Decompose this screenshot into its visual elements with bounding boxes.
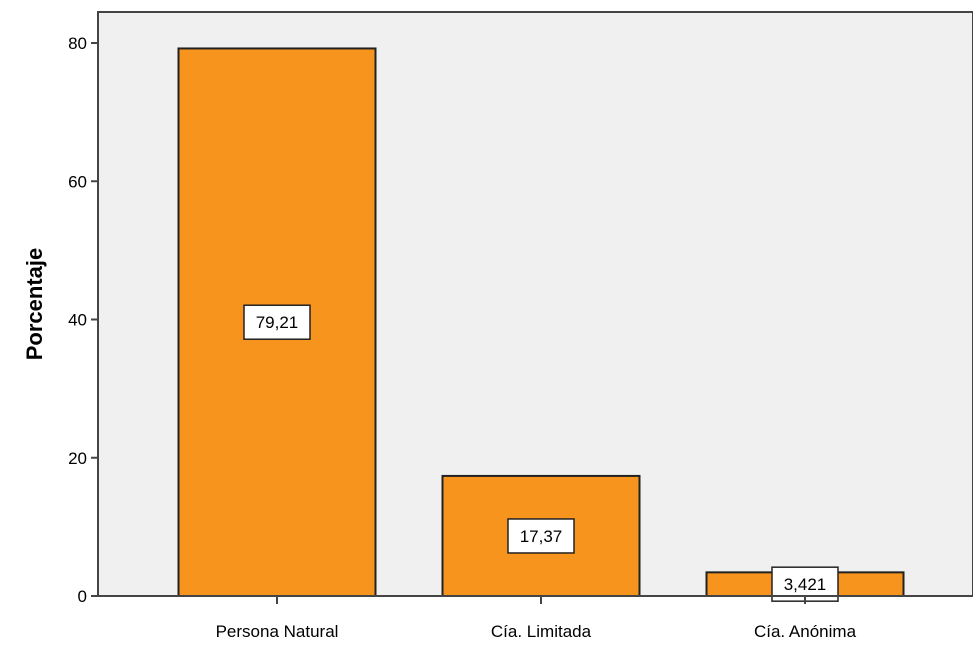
x-axis: Persona Natural Cía. Limitada Cía. Anónima — [98, 595, 973, 641]
data-label-box — [507, 518, 575, 554]
x-tick-label: Cía. Anónima — [754, 622, 857, 641]
x-tick-label: Persona Natural — [216, 622, 339, 641]
y-tick-label: 60 — [68, 172, 87, 191]
y-tick-label: 80 — [68, 34, 87, 53]
y-tick-label: 40 — [68, 311, 87, 330]
data-label: 3,421 — [784, 575, 827, 594]
data-label: 17,37 — [520, 527, 563, 546]
y-axis-title: Porcentaje — [22, 248, 47, 361]
bars-group: 79,21 17,37 3,421 — [177, 47, 905, 602]
y-tick-label: 0 — [78, 587, 87, 606]
data-label: 79,21 — [256, 313, 299, 332]
y-tick-label: 20 — [68, 449, 87, 468]
y-axis: 0 20 40 60 80 — [68, 34, 98, 606]
data-label-box — [243, 304, 311, 340]
x-tick-label: Cía. Limitada — [491, 622, 592, 641]
